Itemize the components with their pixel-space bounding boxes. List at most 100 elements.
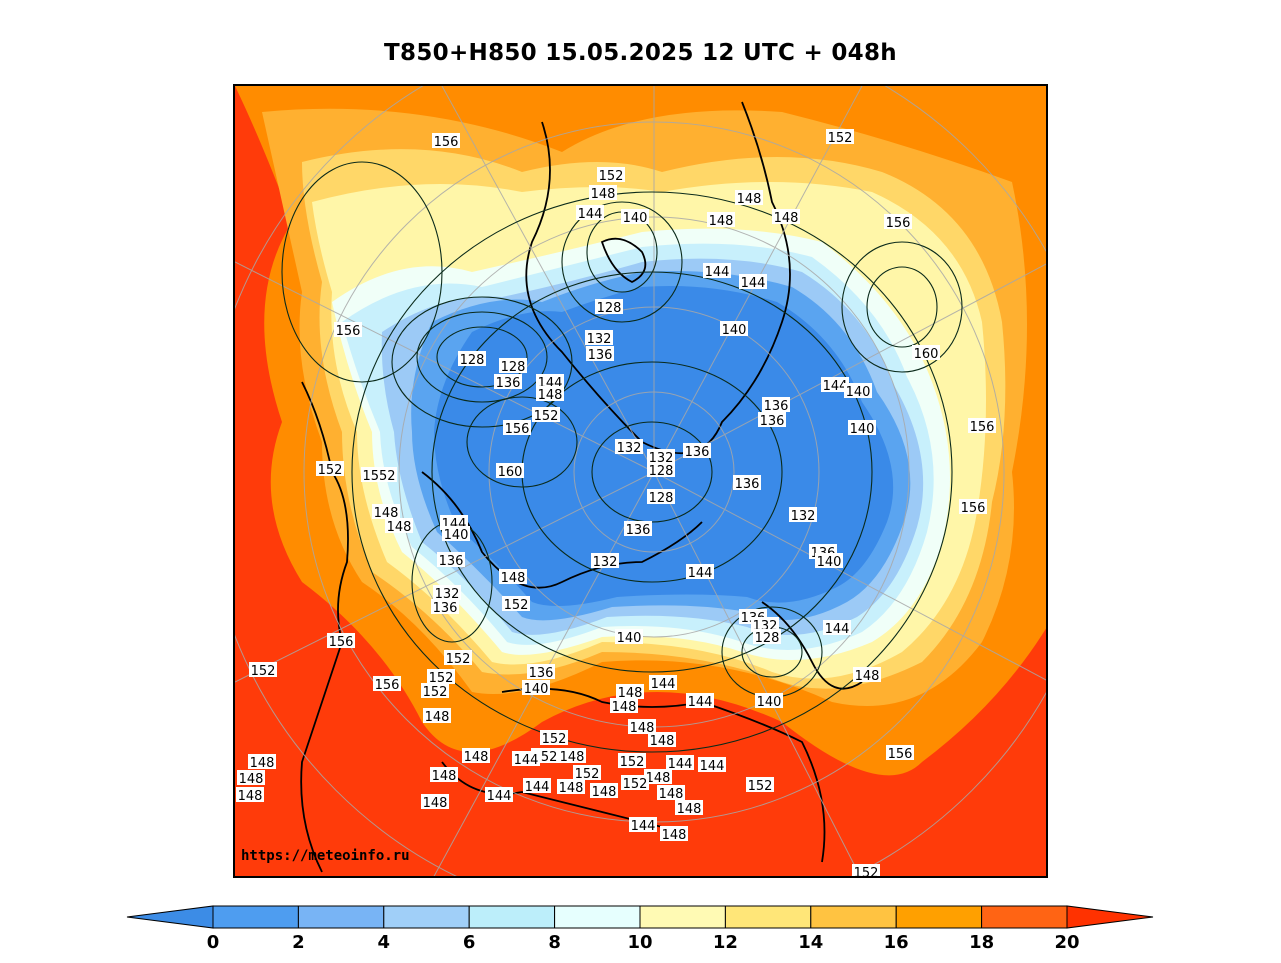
contour-label-text: 136	[764, 399, 789, 414]
contour-label-text: 152	[620, 755, 645, 770]
contour-label-text: 144	[578, 207, 603, 222]
contour-label-text: 148	[592, 785, 617, 800]
contour-label: 128	[753, 629, 781, 646]
contour-label: 140	[621, 209, 649, 226]
contour-label-text: 148	[618, 686, 643, 701]
colorbar-cell	[554, 905, 641, 929]
contour-label-text: 148	[612, 700, 637, 715]
contour-label-text: 156	[888, 747, 913, 762]
contour-label-text: 144	[741, 276, 766, 291]
contour-label-text: 152	[748, 779, 773, 794]
contour-label-text: 144	[823, 379, 848, 394]
contour-label: 156	[373, 676, 401, 693]
contour-label-text: 148	[560, 750, 585, 765]
contour-label: 148	[660, 826, 688, 843]
contour-label-text: 148	[662, 828, 687, 843]
contour-label-text: 148	[646, 771, 671, 786]
contour-label-text: 156	[970, 420, 995, 435]
contour-label: 148	[772, 209, 800, 226]
contour-label-text: 140	[524, 682, 549, 697]
contour-label-text: 132	[435, 587, 460, 602]
contour-label: 140	[815, 553, 843, 570]
contour-label-text: 144	[487, 789, 512, 804]
contour-label: 152	[540, 730, 568, 747]
contour-label-text: 1552	[362, 469, 395, 484]
contour-label-text: 132	[791, 509, 816, 524]
colorbar-min-arrow	[126, 905, 214, 929]
colorbar-cell	[383, 905, 470, 929]
contour-label-text: 148	[425, 710, 450, 725]
contour-label: 148	[423, 708, 451, 725]
contour-label-text: 136	[685, 445, 710, 460]
contour-label: 148	[648, 732, 676, 749]
contour-label-text: 144	[651, 677, 676, 692]
contour-label: 144	[629, 817, 657, 834]
contour-label: 148	[589, 185, 617, 202]
colorbar-tick-label: 14	[798, 932, 824, 953]
contour-label-text: 144	[631, 819, 656, 834]
contour-label: 144	[821, 377, 849, 394]
contour-label-text: 136	[439, 554, 464, 569]
contour-label: 128	[595, 299, 623, 316]
contour-label: 132	[585, 330, 613, 347]
colorbar-tick-label: 6	[462, 932, 476, 953]
colorbar-tick-label: 18	[969, 932, 995, 953]
contour-label: 144	[686, 564, 714, 581]
contour-label: 152	[597, 167, 625, 184]
map-title: T850+H850 15.05.2025 12 UTC + 048h	[384, 40, 897, 66]
contour-label: 140	[615, 629, 643, 646]
contour-label-text: 152	[423, 685, 448, 700]
contour-label: 152	[573, 765, 601, 782]
contour-label: 148	[557, 779, 585, 796]
contour-label-text: 128	[597, 301, 622, 316]
contour-label-text: 148	[464, 750, 489, 765]
contour-label-text: 136	[735, 477, 760, 492]
contour-label-text: 152	[623, 777, 648, 792]
contour-label: 148	[536, 386, 564, 403]
contour-label-text: 140	[817, 555, 842, 570]
contour-label: 132	[591, 553, 619, 570]
weather-map[interactable]: 156 152 148 144 140 148 148 148 152 156 144 144 156 1…	[233, 84, 1048, 878]
contour-label: 136	[431, 599, 459, 616]
contour-label: 136	[494, 374, 522, 391]
contour-label: 144	[523, 778, 551, 795]
contour-label-text: 128	[649, 491, 674, 506]
contour-label-text: 148	[709, 214, 734, 229]
contour-label-text: 144	[688, 695, 713, 710]
contour-label: 148	[372, 504, 400, 521]
contour-label-text: 140	[846, 385, 871, 400]
contour-label: 148	[735, 190, 763, 207]
contour-label-text: 148	[239, 772, 264, 787]
temperature-fill	[235, 86, 1046, 876]
contour-label: 152	[427, 669, 455, 686]
contour-label-text: 160	[914, 347, 939, 362]
contour-label-text: 148	[559, 781, 584, 796]
contour-label: 160	[496, 463, 524, 480]
contour-label-text: 152	[542, 732, 567, 747]
contour-label: 144	[649, 675, 677, 692]
colorbar-cell	[724, 905, 812, 929]
contour-label: 152	[444, 650, 472, 667]
colorbar-cell	[212, 905, 299, 929]
contour-label: 148	[644, 769, 672, 786]
contour-label-text: 156	[336, 324, 361, 339]
contour-label: 144	[686, 693, 714, 710]
contour-label: 152	[746, 777, 774, 794]
watermark-link[interactable]: https://meteoinfo.ru	[241, 848, 410, 864]
colorbar-cell	[297, 905, 385, 929]
contour-label: 144	[698, 757, 726, 774]
contour-label-text: 148	[855, 669, 880, 684]
contour-label-text: 156	[375, 678, 400, 693]
contour-label-text: 148	[650, 734, 675, 749]
contour-label-text: 148	[432, 769, 457, 784]
contour-label: 136	[527, 664, 555, 681]
contour-label: 148	[610, 698, 638, 715]
contour-label: 148	[675, 800, 703, 817]
contour-label-text: 132	[587, 332, 612, 347]
contour-label: 128	[647, 489, 675, 506]
contour-label-text: 136	[529, 666, 554, 681]
colorbar-tick-label: 0	[206, 932, 220, 953]
contour-label-text: 156	[505, 422, 530, 437]
contour-label-text: 148	[538, 388, 563, 403]
